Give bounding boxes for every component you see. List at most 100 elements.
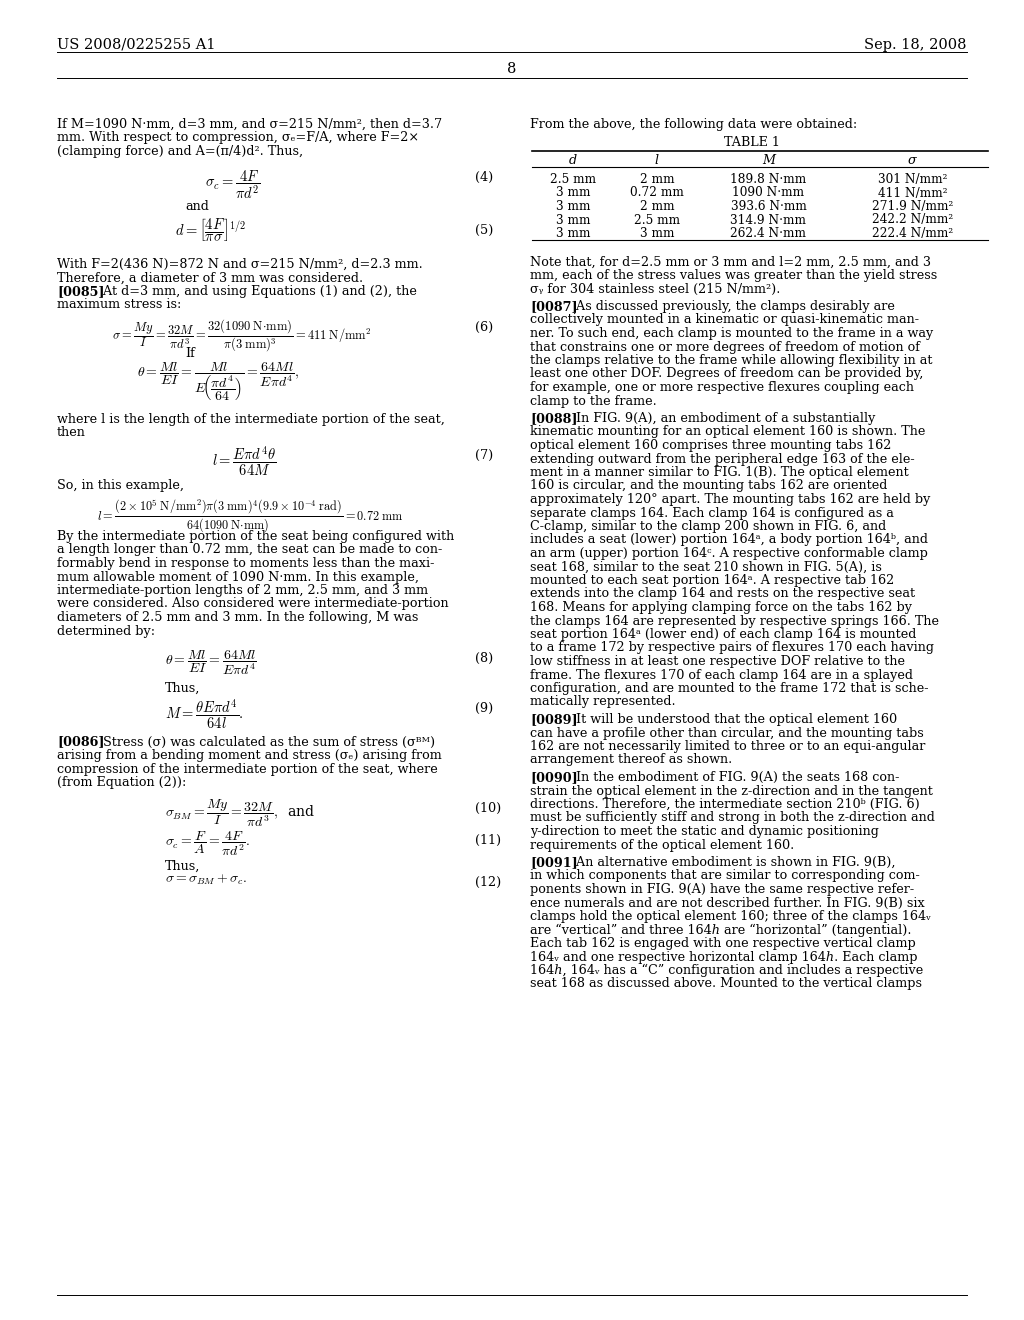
Text: y-direction to meet the static and dynamic positioning: y-direction to meet the static and dynam… [530,825,879,838]
Text: 164ᵥ and one respective horizontal clamp 164ℎ. Each clamp: 164ᵥ and one respective horizontal clamp… [530,950,918,964]
Text: 393.6 N·mm: 393.6 N·mm [730,201,807,213]
Text: 3 mm: 3 mm [556,201,590,213]
Text: Each tab 162 is engaged with one respective vertical clamp: Each tab 162 is engaged with one respect… [530,937,915,950]
Text: It will be understood that the optical element 160: It will be understood that the optical e… [568,713,897,726]
Text: where l is the length of the intermediate portion of the seat,: where l is the length of the intermediat… [57,412,444,425]
Text: 1090 N·mm: 1090 N·mm [732,186,805,199]
Text: ence numerals and are not described further. In FIG. 9(B) six: ence numerals and are not described furt… [530,896,925,909]
Text: that constrains one or more degrees of freedom of motion of: that constrains one or more degrees of f… [530,341,920,354]
Text: [0086]: [0086] [57,735,104,748]
Text: $\sigma_c = \dfrac{4F}{\pi d^2}$: $\sigma_c = \dfrac{4F}{\pi d^2}$ [205,169,261,202]
Text: [0090]: [0090] [530,771,578,784]
Text: 301 N/mm²: 301 N/mm² [878,173,947,186]
Text: (clamping force) and A=(π/4)d². Thus,: (clamping force) and A=(π/4)d². Thus, [57,145,303,158]
Text: mm, each of the stress values was greater than the yield stress: mm, each of the stress values was greate… [530,269,937,282]
Text: maximum stress is:: maximum stress is: [57,298,181,312]
Text: (5): (5) [475,224,494,238]
Text: mm. With respect to compression, σₑ=F/A, where F=2×: mm. With respect to compression, σₑ=F/A,… [57,132,419,144]
Text: An alternative embodiment is shown in FIG. 9(B),: An alternative embodiment is shown in FI… [568,855,896,869]
Text: the clamps 164 are represented by respective springs 166. The: the clamps 164 are represented by respec… [530,615,939,627]
Text: [0091]: [0091] [530,855,578,869]
Text: mum allowable moment of 1090 N·mm. In this example,: mum allowable moment of 1090 N·mm. In th… [57,570,419,583]
Text: seat portion 164ᵃ (lower end) of each clamp 164 is mounted: seat portion 164ᵃ (lower end) of each cl… [530,628,916,642]
Text: [0085]: [0085] [57,285,104,298]
Text: ner. To such end, each clamp is mounted to the frame in a way: ner. To such end, each clamp is mounted … [530,327,933,341]
Text: 164ℎ, 164ᵥ has a “C” configuration and includes a respective: 164ℎ, 164ᵥ has a “C” configuration and i… [530,964,924,977]
Text: determined by:: determined by: [57,624,155,638]
Text: seat 168, similar to the seat 210 shown in FIG. 5(A), is: seat 168, similar to the seat 210 shown … [530,561,882,573]
Text: frame. The flexures 170 of each clamp 164 are in a splayed: frame. The flexures 170 of each clamp 16… [530,668,913,681]
Text: 3 mm: 3 mm [640,227,674,240]
Text: So, in this example,: So, in this example, [57,479,184,492]
Text: In FIG. 9(A), an embodiment of a substantially: In FIG. 9(A), an embodiment of a substan… [568,412,876,425]
Text: compression of the intermediate portion of the seat, where: compression of the intermediate portion … [57,763,437,776]
Text: the clamps relative to the frame while allowing flexibility in at: the clamps relative to the frame while a… [530,354,933,367]
Text: formably bend in response to moments less than the maxi-: formably bend in response to moments les… [57,557,434,570]
Text: collectively mounted in a kinematic or quasi-kinematic man-: collectively mounted in a kinematic or q… [530,314,919,326]
Text: Stress (σ) was calculated as the sum of stress (σᴮᴹ): Stress (σ) was calculated as the sum of … [95,735,435,748]
Text: $l = \dfrac{(2\times10^5\;\mathrm{N/mm^2})\pi(3\;\mathrm{mm})^4(9.9\times10^{-4}: $l = \dfrac{(2\times10^5\;\mathrm{N/mm^2… [97,498,403,535]
Text: Note that, for d=2.5 mm or 3 mm and l=2 mm, 2.5 mm, and 3: Note that, for d=2.5 mm or 3 mm and l=2 … [530,256,931,268]
Text: (11): (11) [475,833,501,846]
Text: to a frame 172 by respective pairs of flexures 170 each having: to a frame 172 by respective pairs of fl… [530,642,934,655]
Text: 2.5 mm: 2.5 mm [550,173,596,186]
Text: 271.9 N/mm²: 271.9 N/mm² [871,201,953,213]
Text: (from Equation (2)):: (from Equation (2)): [57,776,186,789]
Text: low stiffness in at least one respective DOF relative to the: low stiffness in at least one respective… [530,655,905,668]
Text: kinematic mounting for an optical element 160 is shown. The: kinematic mounting for an optical elemen… [530,425,926,438]
Text: approximately 120° apart. The mounting tabs 162 are held by: approximately 120° apart. The mounting t… [530,492,931,506]
Text: intermediate-portion lengths of 2 mm, 2.5 mm, and 3 mm: intermediate-portion lengths of 2 mm, 2.… [57,583,428,597]
Text: 8: 8 [507,62,517,77]
Text: (8): (8) [475,652,494,665]
Text: $\sigma_c = \dfrac{F}{A} = \dfrac{4F}{\pi d^2}.$: $\sigma_c = \dfrac{F}{A} = \dfrac{4F}{\p… [165,829,250,858]
Text: d: d [569,154,578,168]
Text: $\sigma = \sigma_{BM} + \sigma_c.$: $\sigma = \sigma_{BM} + \sigma_c.$ [165,873,248,887]
Text: clamps hold the optical element 160; three of the clamps 164ᵥ: clamps hold the optical element 160; thr… [530,909,931,923]
Text: [0088]: [0088] [530,412,578,425]
Text: 3 mm: 3 mm [556,214,590,227]
Text: configuration, and are mounted to the frame 172 that is sche-: configuration, and are mounted to the fr… [530,682,929,696]
Text: includes a seat (lower) portion 164ᵃ, a body portion 164ᵇ, and: includes a seat (lower) portion 164ᵃ, a … [530,533,928,546]
Text: (9): (9) [475,701,494,714]
Text: matically represented.: matically represented. [530,696,676,709]
Text: 411 N/mm²: 411 N/mm² [878,186,947,199]
Text: least one other DOF. Degrees of freedom can be provided by,: least one other DOF. Degrees of freedom … [530,367,924,380]
Text: From the above, the following data were obtained:: From the above, the following data were … [530,117,857,131]
Text: and: and [185,201,209,214]
Text: M: M [762,154,775,168]
Text: 168. Means for applying clamping force on the tabs 162 by: 168. Means for applying clamping force o… [530,601,912,614]
Text: (10): (10) [475,801,502,814]
Text: Thus,: Thus, [165,682,201,696]
Text: clamp to the frame.: clamp to the frame. [530,395,656,408]
Text: σᵧ for 304 stainless steel (215 N/mm²).: σᵧ for 304 stainless steel (215 N/mm²). [530,282,780,296]
Text: $\theta = \dfrac{Ml}{EI} = \dfrac{Ml}{E\!\left(\dfrac{\pi d^4}{64}\right)} = \df: $\theta = \dfrac{Ml}{EI} = \dfrac{Ml}{E\… [137,360,299,403]
Text: [0089]: [0089] [530,713,578,726]
Text: $\sigma_{BM} = \dfrac{My}{I} = \dfrac{32M}{\pi d^3},\;$ and: $\sigma_{BM} = \dfrac{My}{I} = \dfrac{32… [165,797,315,829]
Text: ponents shown in FIG. 9(A) have the same respective refer-: ponents shown in FIG. 9(A) have the same… [530,883,914,896]
Text: 0.72 mm: 0.72 mm [630,186,684,199]
Text: ment in a manner similar to FIG. 1(B). The optical element: ment in a manner similar to FIG. 1(B). T… [530,466,908,479]
Text: 3 mm: 3 mm [556,227,590,240]
Text: If M=1090 N·mm, d=3 mm, and σ=215 N/mm², then d=3.7: If M=1090 N·mm, d=3 mm, and σ=215 N/mm²,… [57,117,442,131]
Text: strain the optical element in the z-direction and in the tangent: strain the optical element in the z-dire… [530,784,933,797]
Text: 2.5 mm: 2.5 mm [634,214,680,227]
Text: Sep. 18, 2008: Sep. 18, 2008 [864,38,967,51]
Text: extending outward from the peripheral edge 163 of the ele-: extending outward from the peripheral ed… [530,453,914,466]
Text: mounted to each seat portion 164ᵃ. A respective tab 162: mounted to each seat portion 164ᵃ. A res… [530,574,894,587]
Text: (6): (6) [475,321,494,334]
Text: 2 mm: 2 mm [640,201,675,213]
Text: diameters of 2.5 mm and 3 mm. In the following, M was: diameters of 2.5 mm and 3 mm. In the fol… [57,611,419,624]
Text: Thus,: Thus, [165,859,201,873]
Text: arrangement thereof as shown.: arrangement thereof as shown. [530,754,732,767]
Text: 2 mm: 2 mm [640,173,675,186]
Text: In the embodiment of FIG. 9(A) the seats 168 con-: In the embodiment of FIG. 9(A) the seats… [568,771,899,784]
Text: If: If [185,347,195,360]
Text: were considered. Also considered were intermediate-portion: were considered. Also considered were in… [57,598,449,610]
Text: With F=2(436 N)=872 N and σ=215 N/mm², d=2.3 mm.: With F=2(436 N)=872 N and σ=215 N/mm², d… [57,257,423,271]
Text: seat 168 as discussed above. Mounted to the vertical clamps: seat 168 as discussed above. Mounted to … [530,978,922,990]
Text: 262.4 N·mm: 262.4 N·mm [730,227,807,240]
Text: can have a profile other than circular, and the mounting tabs: can have a profile other than circular, … [530,726,924,739]
Text: $\theta = \dfrac{Ml}{EI} = \dfrac{64Ml}{E\pi d^4}$: $\theta = \dfrac{Ml}{EI} = \dfrac{64Ml}{… [165,648,257,677]
Text: $M = \dfrac{\theta E\pi d^4}{64l}.$: $M = \dfrac{\theta E\pi d^4}{64l}.$ [165,697,244,731]
Text: (4): (4) [475,170,494,183]
